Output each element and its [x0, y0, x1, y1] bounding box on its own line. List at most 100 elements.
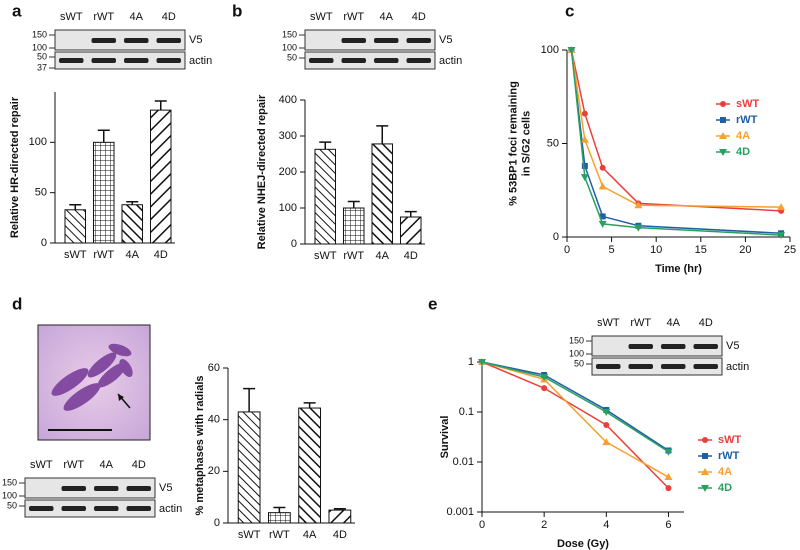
marker-label: 100: [2, 490, 17, 500]
band: [59, 58, 84, 63]
y-tick-label: 200: [279, 166, 297, 178]
band: [628, 364, 653, 369]
band: [661, 364, 686, 369]
band: [156, 58, 181, 63]
band: [374, 58, 399, 63]
marker-label: 37: [37, 62, 47, 72]
band: [406, 58, 431, 63]
point: [580, 174, 589, 182]
band: [341, 58, 366, 63]
point: [599, 213, 606, 220]
point: [581, 110, 588, 117]
legend-label: sWT: [718, 434, 742, 446]
point: [720, 101, 726, 107]
error-bar: [347, 200, 360, 208]
lane-label: sWT: [60, 11, 83, 23]
y-tick-label: 50: [35, 187, 47, 199]
x-tick-label: sWT: [238, 529, 261, 541]
band: [628, 344, 653, 349]
line: [481, 361, 669, 478]
y-axis-label: % metaphases with radials: [194, 376, 206, 516]
error-bar: [97, 129, 110, 143]
band: [661, 344, 686, 349]
point: [598, 220, 607, 228]
blot-row: [591, 335, 723, 357]
legend-label: 4D: [718, 482, 732, 494]
band-label: V5: [189, 34, 202, 46]
band: [156, 38, 181, 43]
blot-row: [54, 51, 186, 70]
band: [61, 506, 86, 511]
y-tick-label: 0: [41, 237, 47, 249]
x-tick-label: 25: [784, 244, 796, 256]
point: [664, 448, 673, 456]
x-tick-label: 10: [650, 244, 662, 256]
lane-label: sWT: [597, 317, 620, 329]
point: [598, 182, 607, 190]
x-tick-label: 4A: [126, 249, 140, 261]
band-label: V5: [726, 340, 739, 352]
bar: [149, 109, 172, 244]
y-tick-label: 400: [279, 94, 297, 106]
y-tick-label: 100: [29, 136, 47, 148]
error-bar: [333, 508, 346, 511]
x-tick-label: 20: [739, 244, 751, 256]
band: [374, 38, 399, 43]
lane-label: rWT: [63, 459, 84, 471]
blot-row: [591, 357, 723, 376]
band: [94, 486, 119, 491]
band: [126, 486, 151, 491]
band: [124, 58, 149, 63]
marker-label: 50: [574, 358, 584, 368]
marker-label: 150: [32, 29, 47, 39]
band-label: V5: [439, 34, 452, 46]
marker-label: 50: [37, 51, 47, 61]
bar: [371, 143, 394, 245]
marker-label: 50: [287, 52, 297, 62]
legend-label: rWT: [718, 450, 740, 462]
error-bar: [404, 210, 417, 217]
line: [481, 361, 669, 489]
band: [126, 506, 151, 511]
error-bar: [376, 125, 389, 144]
legend-label: sWT: [736, 98, 760, 110]
bar: [237, 411, 261, 524]
y-axis-label: in S/G2 cells: [520, 111, 532, 176]
x-tick-label: 4A: [303, 529, 317, 541]
error-bar: [154, 100, 167, 111]
band: [406, 38, 431, 43]
y-tick-label: 0.01: [453, 456, 474, 468]
band-label: actin: [439, 55, 462, 67]
point: [777, 232, 786, 240]
y-tick-label: 100: [541, 44, 559, 56]
point: [580, 135, 589, 143]
point: [701, 468, 709, 475]
line: [481, 361, 669, 452]
point: [599, 164, 606, 171]
panel-label: a: [12, 1, 22, 20]
marker-label: 50: [7, 500, 17, 510]
x-tick-label: 15: [695, 244, 707, 256]
y-tick-label: 1: [468, 356, 474, 368]
bar: [314, 148, 337, 245]
y-tick-label: 60: [208, 362, 220, 374]
point: [602, 438, 611, 446]
marker-label: 100: [32, 42, 47, 52]
point: [719, 132, 727, 139]
point: [603, 421, 610, 428]
marker-label: 150: [569, 335, 584, 345]
lane-label: 4A: [380, 11, 394, 23]
y-tick-label: 50: [547, 137, 559, 149]
y-tick-label: 40: [208, 414, 220, 426]
point: [664, 473, 673, 481]
lane-label: 4D: [132, 459, 146, 471]
band: [596, 364, 621, 369]
lane-label: rWT: [630, 317, 651, 329]
error-bar: [69, 203, 82, 210]
point: [777, 203, 786, 211]
metaphase-image: [37, 324, 151, 441]
lane-label: sWT: [30, 459, 53, 471]
x-tick-label: 2: [541, 519, 547, 531]
series: [567, 46, 786, 211]
